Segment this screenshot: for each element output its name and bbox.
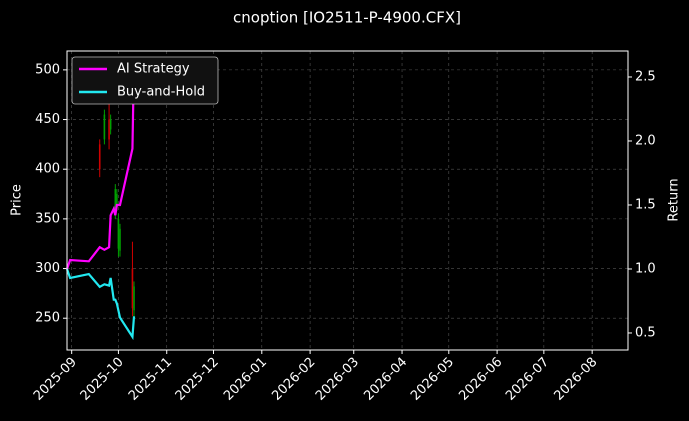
y2-tick-label: 1.0 [635,261,656,276]
chart-title: cnoption [IO2511-P-4900.CFX] [233,9,461,27]
candle-body [133,286,135,311]
legend-label: AI Strategy [117,62,190,77]
candle-body [109,119,112,130]
y2-tick-label: 1.5 [635,197,656,212]
line-series [65,57,136,270]
x-tick-label: 2025-10 [78,355,127,404]
y2-tick-label: 2.0 [635,133,656,148]
y-tick-label: 300 [35,261,60,276]
candle-body [103,114,106,140]
candle-body [114,189,117,214]
x-tick-label: 2026-05 [408,355,457,404]
candle-body [117,218,120,249]
plot-frame [66,50,629,351]
legend-label: Buy-and-Hold [117,85,205,100]
x-tick-label: 2025-11 [126,355,175,404]
x-tick-label: 2026-02 [269,355,318,404]
candle-body [119,228,121,251]
y-tick-label: 350 [35,211,60,226]
y-tick-label: 500 [35,62,60,77]
y-axis-label: Price [10,184,25,216]
candle-body [116,194,118,207]
y2-tick-label: 0.5 [635,325,656,340]
candle-body [98,144,101,170]
y2-tick-label: 2.5 [635,69,656,84]
candle-body [131,268,134,309]
x-tick-label: 2026-07 [503,355,552,404]
x-tick-label: 2026-06 [456,355,505,404]
x-tick-label: 2025-12 [173,355,222,404]
y-tick-label: 250 [35,311,60,326]
candle-body [108,119,110,140]
legend-frame [71,56,219,105]
legend: AI Strategy Buy-and-Hold [71,56,219,105]
y-tick-label: 400 [35,162,60,177]
line-series [65,268,136,341]
x-tick-label: 2026-03 [313,355,362,404]
x-tick-label: 2025-09 [31,355,80,404]
x-tick-label: 2026-08 [551,355,600,404]
y-tick-label: 450 [35,112,60,127]
x-tick-label: 2026-04 [361,355,410,404]
y2-axis-label: Return [667,178,682,221]
x-tick-label: 2026-01 [221,355,270,404]
